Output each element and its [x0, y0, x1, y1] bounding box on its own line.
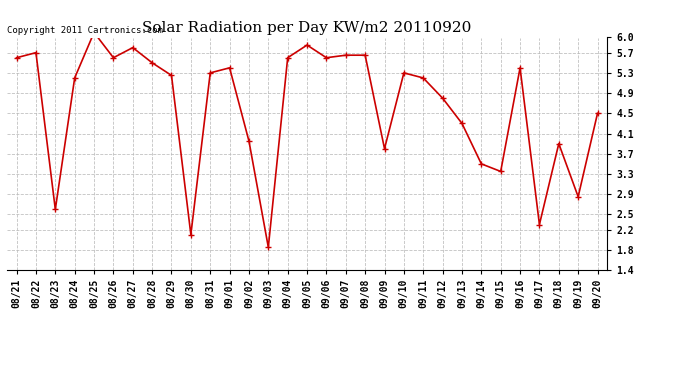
Text: Copyright 2011 Cartronics.com: Copyright 2011 Cartronics.com: [7, 26, 163, 35]
Title: Solar Radiation per Day KW/m2 20110920: Solar Radiation per Day KW/m2 20110920: [142, 21, 472, 35]
